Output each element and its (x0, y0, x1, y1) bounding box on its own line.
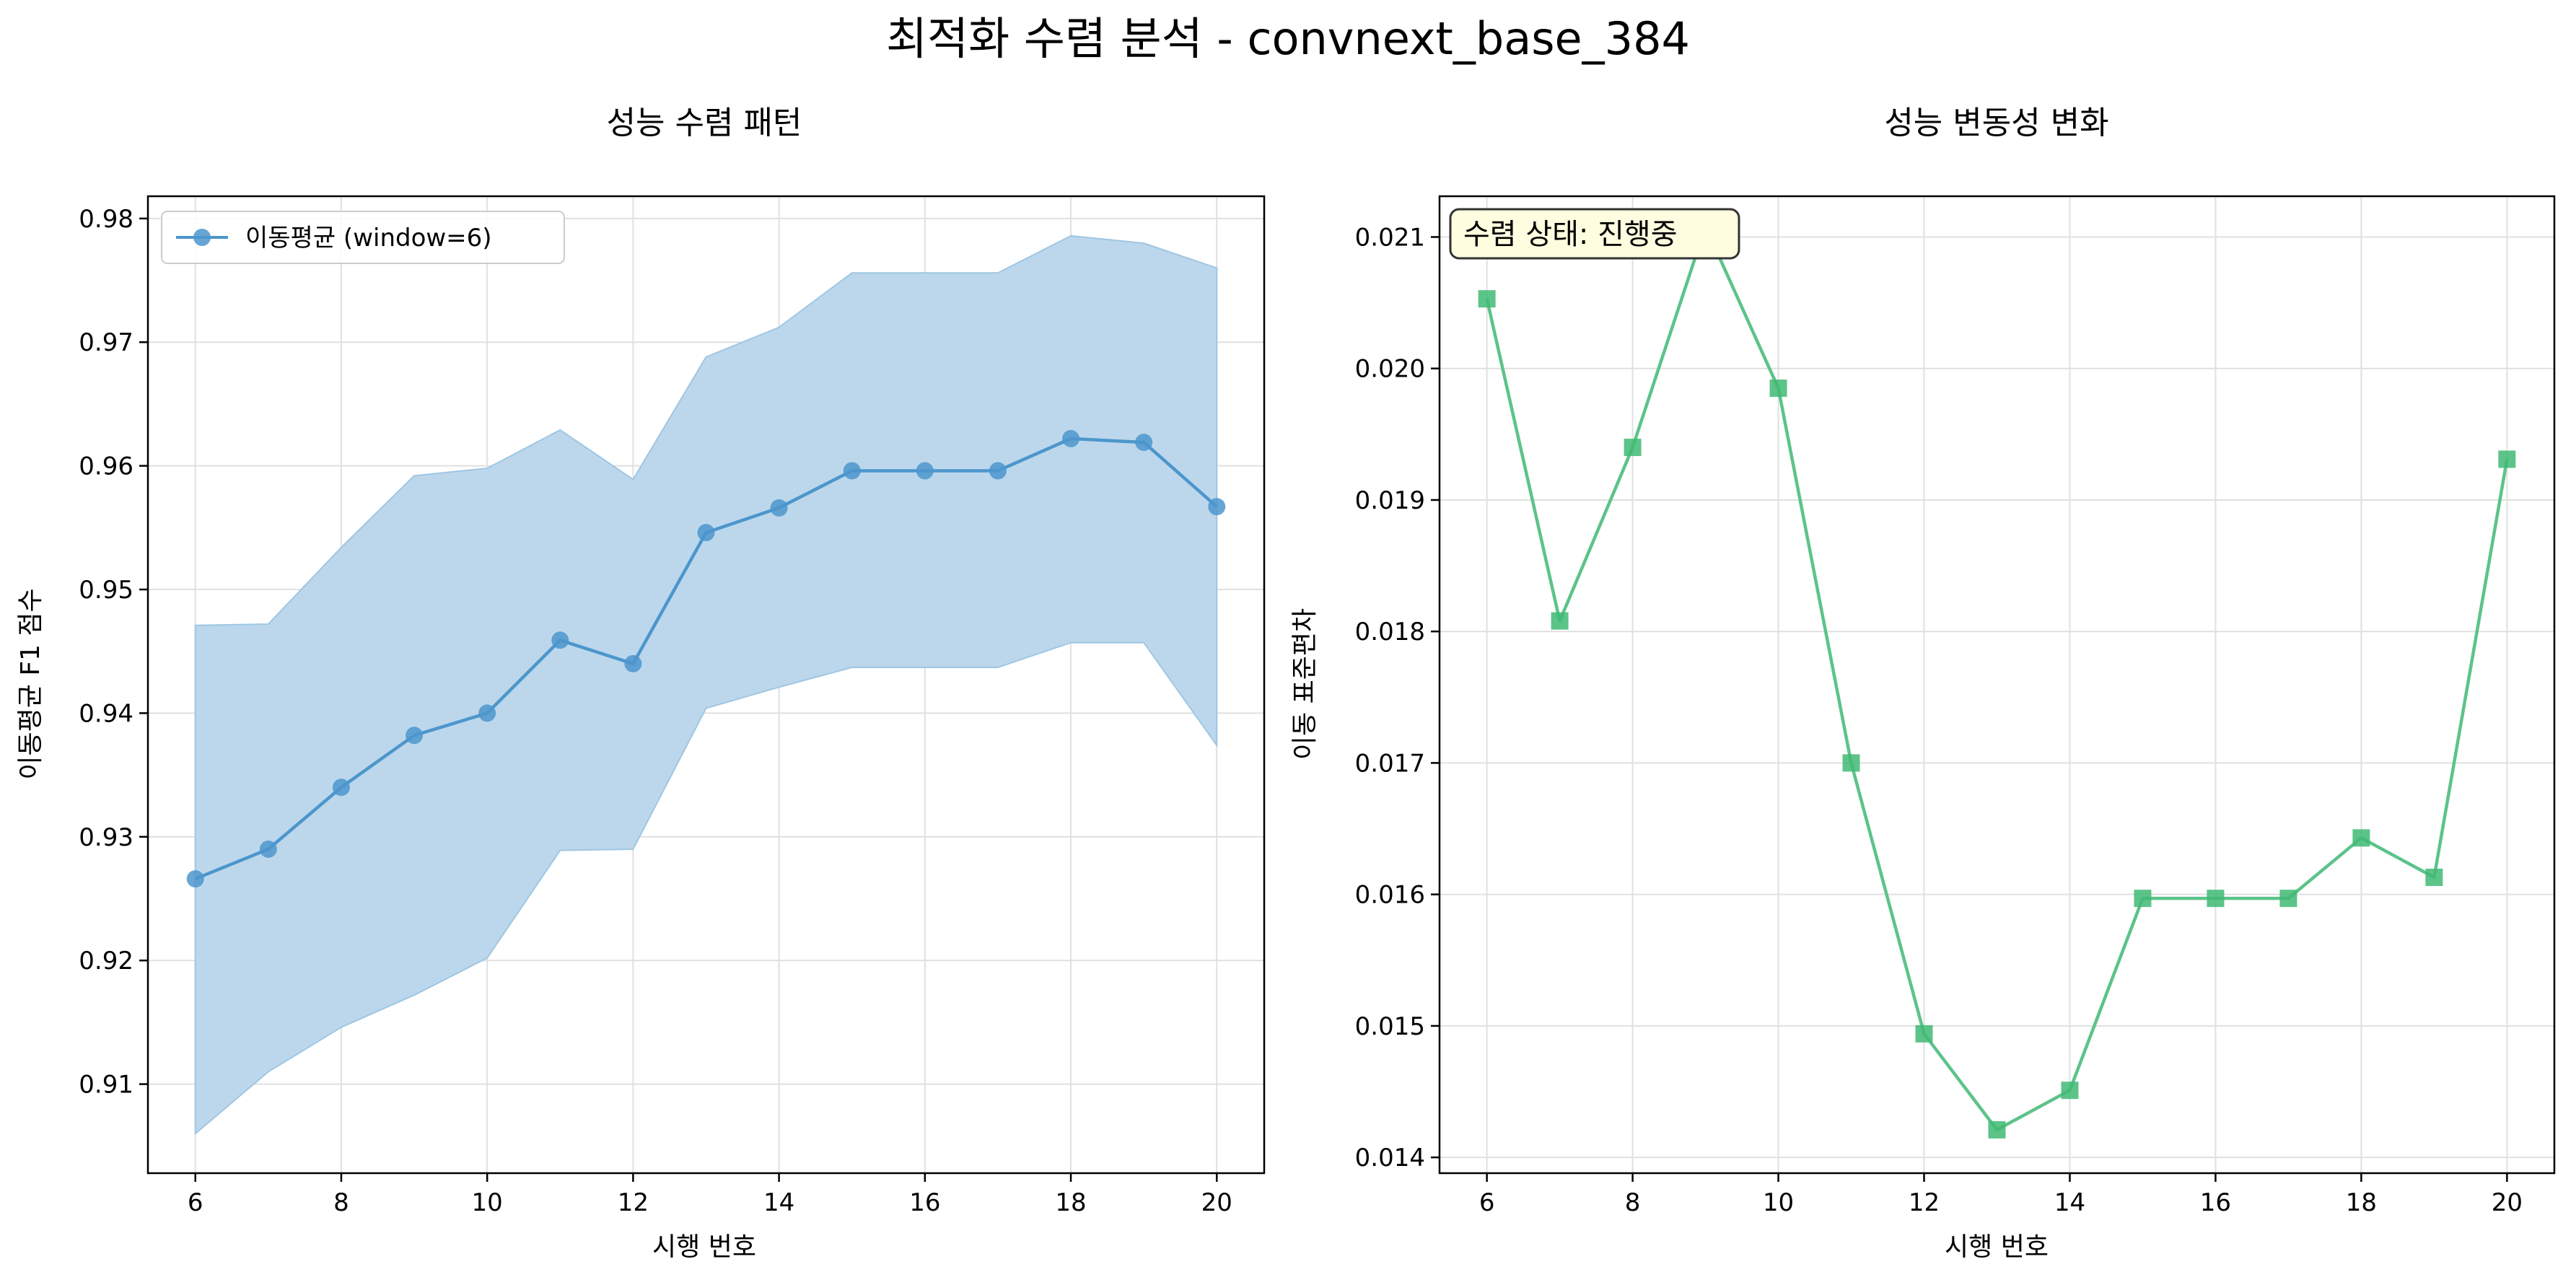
data-point (1842, 754, 1860, 772)
convergence-status-badge: 수렴 상태: 진행중 (1449, 208, 1740, 260)
y-tick-label: 0.021 (1355, 223, 1425, 252)
x-tick-label: 12 (1909, 1188, 1940, 1217)
x-tick-label: 12 (618, 1188, 649, 1217)
convergence-chart-legend: 이동평균 (window=6) (161, 211, 565, 264)
data-point (2425, 868, 2443, 886)
y-tick-label: 0.014 (1355, 1144, 1425, 1172)
data-point (989, 462, 1007, 480)
x-tick-label: 20 (1201, 1188, 1232, 1217)
volatility-chart-title: 성능 변동성 변화 (1884, 105, 2108, 141)
data-point (1915, 1025, 1933, 1043)
legend-marker-swatch (193, 229, 211, 246)
convergence-chart-band-layer (194, 234, 1218, 1136)
convergence-chart-y-label: 이동평균 F1 점수 (16, 588, 45, 779)
volatility-chart-x-label: 시행 번호 (1945, 1232, 2049, 1262)
data-point (843, 462, 861, 480)
data-point (2207, 890, 2225, 908)
data-point (1988, 1120, 2006, 1139)
data-point (916, 462, 934, 480)
x-tick-label: 14 (2054, 1188, 2085, 1217)
x-tick-label: 8 (333, 1188, 349, 1217)
figure-title: 최적화 수렴 분석 - convnext_base_384 (886, 12, 1690, 65)
data-point (624, 654, 642, 672)
volatility-chart-y-label: 이동 표준편차 (1290, 608, 1320, 760)
legend-box (161, 211, 565, 264)
data-point (1062, 429, 1080, 447)
y-tick-label: 0.95 (79, 576, 133, 605)
x-tick-label: 10 (1763, 1188, 1794, 1217)
data-point (551, 631, 569, 649)
x-tick-label: 10 (472, 1188, 503, 1217)
x-tick-label: 18 (1055, 1188, 1086, 1217)
x-tick-label: 16 (2200, 1188, 2231, 1217)
convergence-chart-y-ticks: 0.91 0.92 0.93 0.94 0.95 0.96 0.97 0.98 (79, 205, 148, 1100)
y-tick-label: 0.020 (1355, 355, 1425, 384)
data-point (1769, 380, 1787, 398)
data-point (2279, 890, 2297, 908)
volatility-chart-line-layer (1485, 224, 2509, 1132)
data-point (1478, 290, 1496, 308)
volatility-chart-grid (1440, 196, 2554, 1173)
convergence-chart-plot-frame (146, 195, 1266, 1175)
volatility-chart-points (1478, 217, 2516, 1139)
data-point (2061, 1082, 2079, 1100)
convergence-chart-x-label: 시행 번호 (652, 1232, 756, 1262)
data-point (478, 704, 496, 722)
data-point (1624, 439, 1642, 457)
x-tick-label: 6 (1479, 1188, 1495, 1217)
data-point (770, 499, 788, 517)
x-tick-label: 18 (2346, 1188, 2377, 1217)
legend-entry-label: 이동평균 (window=6) (245, 224, 492, 253)
y-tick-label: 0.94 (79, 699, 133, 728)
data-point (1135, 434, 1153, 452)
x-tick-label: 14 (763, 1188, 794, 1217)
volatility-chart-x-ticks: 6 8 10 12 14 16 18 20 (1479, 1173, 2523, 1217)
status-badge-box (1449, 208, 1740, 260)
series-line (1485, 224, 2509, 1132)
convergence-chart-title: 성능 수렴 패턴 (607, 105, 802, 141)
y-tick-label: 0.015 (1355, 1012, 1425, 1041)
x-tick-label: 16 (909, 1188, 940, 1217)
volatility-chart-y-ticks: 0.014 0.015 0.016 0.017 0.018 0.019 0.020 0.021 (1355, 223, 1440, 1172)
data-point (332, 779, 350, 797)
data-point (1208, 498, 1226, 516)
data-point (259, 840, 277, 858)
status-badge-text: 수렴 상태: 진행중 (1463, 218, 1678, 251)
convergence-chart: 성능 수렴 패턴 6 8 10 12 14 16 18 20 0.91 0.92 0.93 0.94… (16, 105, 1266, 1262)
data-point (697, 524, 715, 542)
y-tick-label: 0.92 (79, 947, 133, 975)
y-tick-label: 0.018 (1355, 618, 1425, 646)
y-tick-label: 0.98 (79, 205, 133, 234)
data-point (2134, 890, 2152, 908)
data-point (186, 870, 204, 888)
y-tick-label: 0.017 (1355, 749, 1425, 778)
y-tick-label: 0.93 (79, 823, 133, 852)
x-tick-label: 8 (1625, 1188, 1641, 1217)
volatility-chart-plot-frame (1438, 195, 2556, 1175)
data-point (2352, 829, 2370, 847)
y-tick-label: 0.97 (79, 328, 133, 357)
y-tick-label: 0.016 (1355, 881, 1425, 910)
convergence-chart-x-ticks: 6 8 10 12 14 16 18 20 (188, 1173, 1232, 1217)
y-tick-label: 0.91 (79, 1071, 133, 1100)
volatility-chart: 성능 변동성 변화 6 8 10 12 14 16 18 20 0.014 0.015 0.016… (1290, 105, 2556, 1262)
y-tick-label: 0.019 (1355, 486, 1425, 515)
x-tick-label: 20 (2492, 1188, 2523, 1217)
std-band (194, 234, 1218, 1136)
y-tick-label: 0.96 (79, 452, 133, 481)
data-point (406, 727, 424, 745)
data-point (2498, 450, 2516, 468)
x-tick-label: 6 (188, 1188, 203, 1217)
data-point (1551, 612, 1569, 630)
convergence-chart-points (186, 429, 1226, 888)
